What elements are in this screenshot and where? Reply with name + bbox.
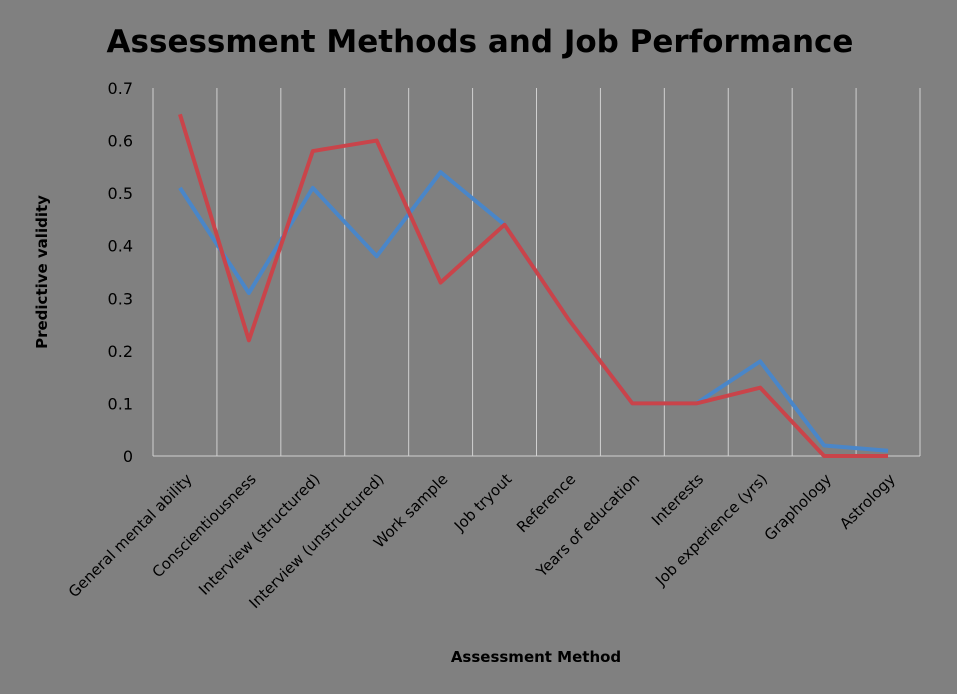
y-tick-label: 0.6 [108,132,133,151]
x-category-label: Graphology [761,470,835,544]
y-axis-ticks: 0 0.1 0.2 0.3 0.4 0.5 0.6 0.7 [108,79,133,466]
y-tick-label: 0.2 [108,342,133,361]
y-tick-label: 0.3 [108,289,133,308]
y-tick-label: 0.7 [108,79,133,98]
x-category-label: Interview (structured) [195,470,324,599]
y-tick-label: 0.1 [108,394,133,413]
y-tick-label: 0.4 [108,237,133,256]
x-category-label: Interests [648,470,707,529]
x-category-label: General mental ability [65,470,196,601]
x-category-label: Job tryout [450,470,515,535]
x-category-label: Astrology [836,470,899,533]
x-category-label: Job experience (yrs) [651,470,771,590]
gridlines [152,88,921,457]
y-tick-label: 0.5 [108,184,133,203]
x-axis-title: Assessment Method [451,648,621,666]
series-line-2 [178,113,889,458]
series-group [178,113,889,458]
y-tick-label: 0 [123,447,133,466]
chart-title: Assessment Methods and Job Performance [107,24,854,60]
x-category-label: Interview (unstructured) [246,470,388,612]
y-axis-title: Predictive validity [33,195,51,349]
x-axis-categories: General mental abilityConscientiousnessI… [65,470,899,612]
x-category-label: Reference [513,470,579,536]
